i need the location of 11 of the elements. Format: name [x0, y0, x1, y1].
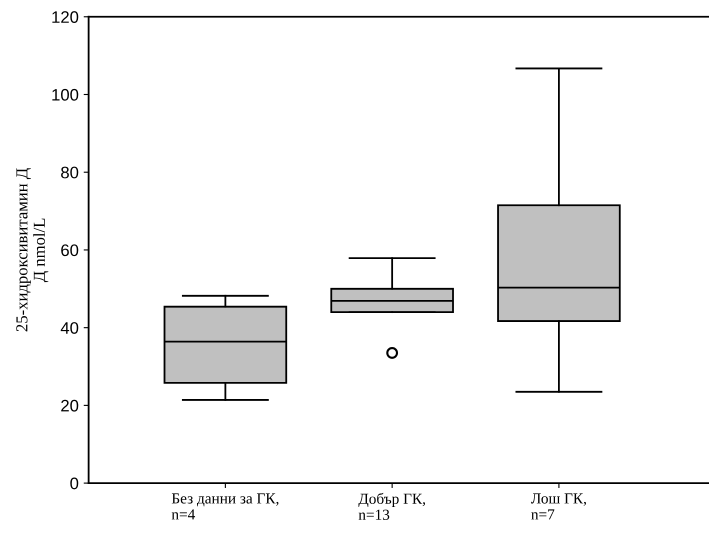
x-tick-label: Добър ГК, n=13: [358, 492, 426, 520]
y-axis-title: 25-хидроксивитамин Д Д nmol/L: [16, 168, 48, 332]
y-tick-label: 40: [60, 322, 78, 334]
y-tick-label: 100: [52, 88, 78, 101]
y-tick-label: 60: [61, 244, 78, 256]
y-tick-label: 80: [61, 166, 78, 178]
x-tick-label: Без данни за ГК, n=4: [172, 493, 278, 520]
y-tick-label: 120: [52, 11, 78, 23]
y-tick-label: 0: [70, 478, 78, 490]
y-tick-label: 20: [61, 400, 78, 412]
x-tick-label: Лош ГК, n=7: [531, 493, 586, 520]
